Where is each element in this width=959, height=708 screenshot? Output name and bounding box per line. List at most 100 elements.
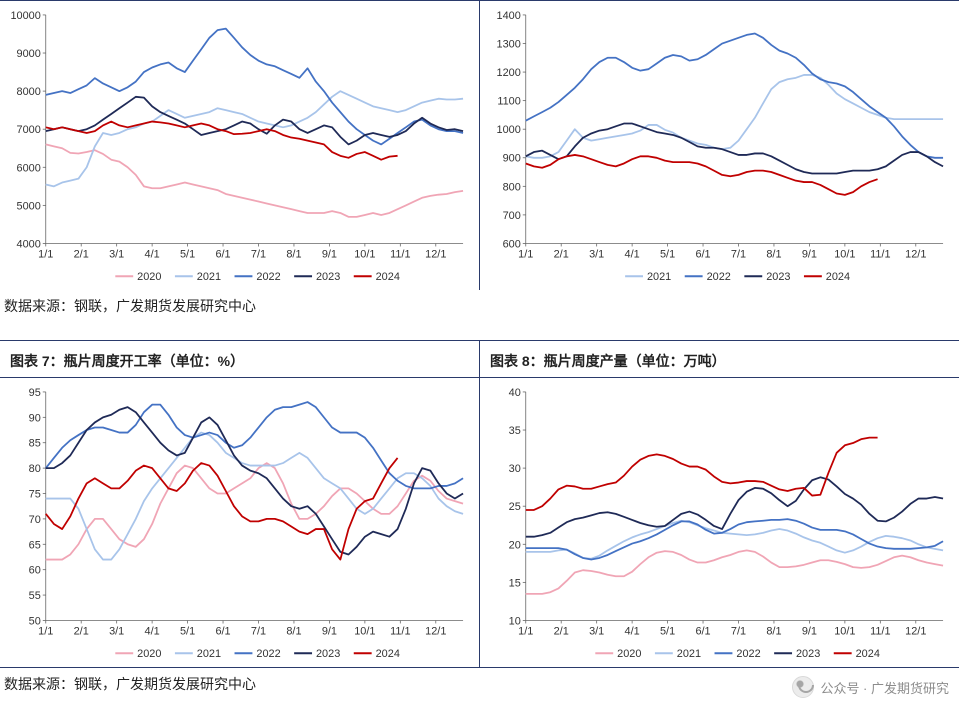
svg-text:2023: 2023 <box>316 271 340 283</box>
svg-text:10/1: 10/1 <box>834 248 855 260</box>
svg-text:2024: 2024 <box>376 271 400 283</box>
svg-text:7000: 7000 <box>17 124 41 136</box>
svg-text:5/1: 5/1 <box>660 248 675 260</box>
svg-text:6/1: 6/1 <box>695 248 710 260</box>
svg-text:6/1: 6/1 <box>215 248 230 260</box>
svg-text:4000: 4000 <box>17 238 41 250</box>
svg-text:8/1: 8/1 <box>286 626 301 638</box>
svg-text:6/1: 6/1 <box>215 626 230 638</box>
svg-text:8/1: 8/1 <box>766 626 781 638</box>
svg-text:15: 15 <box>509 578 521 590</box>
chart-8-title: 图表 8：瓶片周度产量（单位：万吨） <box>486 345 953 373</box>
svg-text:1/1: 1/1 <box>518 248 533 260</box>
svg-text:8/1: 8/1 <box>286 248 301 260</box>
svg-text:11/1: 11/1 <box>390 248 410 260</box>
svg-text:9/1: 9/1 <box>802 626 817 638</box>
svg-text:75: 75 <box>29 489 41 501</box>
chart-7-title-cell: 图表 7：瓶片周度开工率（单位：%） <box>0 341 479 377</box>
svg-text:5/1: 5/1 <box>180 248 195 260</box>
svg-text:9/1: 9/1 <box>802 248 817 260</box>
svg-text:800: 800 <box>503 181 521 193</box>
svg-text:2021: 2021 <box>197 271 221 283</box>
svg-text:2022: 2022 <box>736 648 760 660</box>
svg-text:900: 900 <box>503 153 521 165</box>
svg-text:6/1: 6/1 <box>695 626 710 638</box>
svg-text:85: 85 <box>29 438 41 450</box>
svg-text:90: 90 <box>29 412 41 424</box>
svg-text:2023: 2023 <box>766 271 790 283</box>
svg-text:9/1: 9/1 <box>322 248 337 260</box>
svg-text:4/1: 4/1 <box>145 248 160 260</box>
chart-5-cell: 4000 5000 6000 7000 8000 9000 10000 1/1 2/1 3/1 4/… <box>0 1 479 290</box>
svg-text:7/1: 7/1 <box>251 248 266 260</box>
chart-6-svg: 600700800900100011001200130014001/12/13/… <box>486 5 953 288</box>
svg-text:2020: 2020 <box>617 648 641 660</box>
svg-text:1100: 1100 <box>497 96 520 108</box>
svg-text:4/1: 4/1 <box>625 248 640 260</box>
svg-text:2/1: 2/1 <box>554 248 569 260</box>
wechat-icon <box>792 676 814 698</box>
svg-text:5000: 5000 <box>17 200 41 212</box>
svg-text:2023: 2023 <box>316 648 340 660</box>
svg-text:11/1: 11/1 <box>870 626 890 638</box>
svg-text:2021: 2021 <box>647 271 671 283</box>
top-charts-row: 4000 5000 6000 7000 8000 9000 10000 1/1 2/1 3/1 4/… <box>0 0 959 290</box>
svg-text:2/1: 2/1 <box>554 626 569 638</box>
svg-text:1/1: 1/1 <box>38 248 53 260</box>
source-label-1: 数据来源：钢联，广发期货发展研究中心 <box>0 290 959 326</box>
svg-text:3/1: 3/1 <box>589 626 604 638</box>
svg-text:9000: 9000 <box>17 48 41 60</box>
svg-text:2020: 2020 <box>137 648 161 660</box>
chart-8-cell: 101520253035401/12/13/14/15/16/17/18/19/… <box>479 378 959 667</box>
svg-text:95: 95 <box>29 387 41 399</box>
svg-text:2021: 2021 <box>677 648 701 660</box>
chart-8-svg: 101520253035401/12/13/14/15/16/17/18/19/… <box>486 382 953 665</box>
chart-7-cell: 505560657075808590951/12/13/14/15/16/17/… <box>0 378 479 667</box>
svg-text:5/1: 5/1 <box>180 626 195 638</box>
watermark-text: 公众号 · 广发期货研究 <box>820 678 949 697</box>
svg-text:40: 40 <box>509 387 521 399</box>
chart-6-cell: 600700800900100011001200130014001/12/13/… <box>479 1 959 290</box>
svg-text:2024: 2024 <box>856 648 880 660</box>
svg-text:8000: 8000 <box>17 86 41 98</box>
svg-text:2/1: 2/1 <box>74 626 89 638</box>
bottom-title-row: 图表 7：瓶片周度开工率（单位：%） 图表 8：瓶片周度产量（单位：万吨） <box>0 340 959 377</box>
svg-text:70: 70 <box>29 514 41 526</box>
chart-5-svg: 4000 5000 6000 7000 8000 9000 10000 1/1 2/1 3/1 4/… <box>6 5 473 288</box>
svg-text:4/1: 4/1 <box>625 626 640 638</box>
svg-text:3/1: 3/1 <box>109 248 124 260</box>
svg-text:80: 80 <box>29 463 41 475</box>
svg-text:6000: 6000 <box>17 162 41 174</box>
svg-text:60: 60 <box>29 565 41 577</box>
svg-text:10/1: 10/1 <box>834 626 855 638</box>
svg-text:7/1: 7/1 <box>731 626 746 638</box>
svg-text:2020: 2020 <box>137 271 161 283</box>
svg-text:2/1: 2/1 <box>74 248 89 260</box>
svg-text:12/1: 12/1 <box>425 626 446 638</box>
svg-text:9/1: 9/1 <box>322 626 337 638</box>
svg-text:2023: 2023 <box>796 648 820 660</box>
svg-text:3/1: 3/1 <box>589 248 604 260</box>
svg-text:10000: 10000 <box>10 10 40 22</box>
svg-text:55: 55 <box>29 590 41 602</box>
svg-text:2024: 2024 <box>826 271 850 283</box>
svg-text:12/1: 12/1 <box>425 248 446 260</box>
svg-text:7/1: 7/1 <box>731 248 746 260</box>
chart-8-title-cell: 图表 8：瓶片周度产量（单位：万吨） <box>479 341 959 377</box>
svg-text:1/1: 1/1 <box>38 626 53 638</box>
svg-text:7/1: 7/1 <box>251 626 266 638</box>
svg-text:3/1: 3/1 <box>109 626 124 638</box>
svg-text:10/1: 10/1 <box>354 626 375 638</box>
svg-text:11/1: 11/1 <box>870 248 890 260</box>
svg-text:4/1: 4/1 <box>145 626 160 638</box>
svg-text:10/1: 10/1 <box>354 248 375 260</box>
svg-text:12/1: 12/1 <box>905 248 926 260</box>
svg-text:1200: 1200 <box>497 67 521 79</box>
svg-text:1300: 1300 <box>497 38 521 50</box>
svg-text:5/1: 5/1 <box>660 626 675 638</box>
svg-text:11/1: 11/1 <box>390 626 410 638</box>
svg-text:700: 700 <box>503 210 521 222</box>
svg-text:12/1: 12/1 <box>905 626 926 638</box>
bottom-charts-row: 505560657075808590951/12/13/14/15/16/17/… <box>0 377 959 668</box>
svg-text:2024: 2024 <box>376 648 400 660</box>
